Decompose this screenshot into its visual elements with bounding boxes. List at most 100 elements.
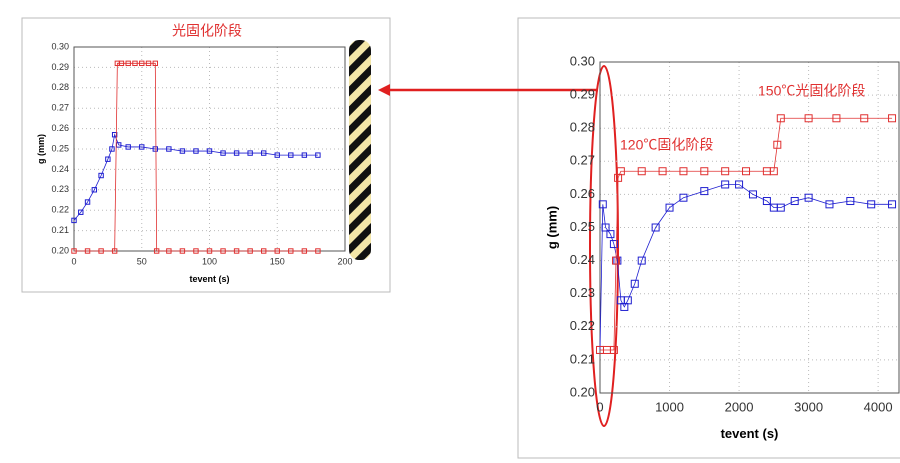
point	[206, 248, 213, 254]
point	[139, 144, 145, 150]
y-tick-label: 0.20	[51, 245, 69, 255]
y-tick-label: 0.28	[51, 82, 69, 92]
point	[609, 240, 618, 249]
highlight-ellipse	[589, 65, 619, 427]
y-tick-label: 0.24	[570, 252, 595, 267]
point	[125, 60, 131, 67]
point	[735, 180, 744, 189]
point	[616, 167, 625, 176]
point	[601, 223, 610, 232]
point	[125, 144, 131, 150]
y-tick-label: 0.24	[51, 164, 69, 174]
point	[274, 152, 280, 158]
y-tick-label: 0.25	[51, 143, 69, 153]
x-tick-label: 2000	[725, 399, 754, 414]
x-tick-label: 0	[71, 256, 76, 266]
point	[71, 248, 77, 254]
right-panel	[517, 17, 900, 459]
point	[700, 167, 709, 176]
point	[118, 60, 125, 67]
point	[776, 114, 785, 123]
y-axis-label: g (mm)	[545, 206, 560, 249]
point	[769, 167, 778, 176]
point	[139, 60, 145, 67]
point	[721, 167, 730, 176]
point	[261, 248, 267, 254]
point	[153, 248, 160, 254]
y-tick-label: 0.23	[51, 184, 69, 194]
series-line	[600, 117, 893, 351]
series-line	[599, 184, 893, 350]
y-tick-label: 0.30	[570, 53, 595, 68]
point	[301, 152, 308, 158]
chart-title: 光固化阶段	[172, 23, 242, 39]
point	[91, 187, 98, 193]
y-tick-label: 0.21	[570, 351, 595, 366]
point	[233, 150, 240, 156]
point	[274, 248, 280, 254]
y-tick-label: 0.21	[51, 225, 69, 235]
x-axis-label: tevent (s)	[189, 274, 229, 284]
point	[145, 60, 152, 67]
x-tick-label: 0	[596, 399, 603, 414]
y-tick-label: 0.25	[570, 219, 595, 234]
point	[109, 146, 115, 152]
plot-frame	[599, 61, 900, 394]
point	[776, 203, 785, 212]
point	[105, 156, 111, 162]
point	[261, 150, 267, 156]
point	[98, 248, 104, 254]
point	[84, 248, 91, 254]
point	[98, 172, 104, 179]
arrow-head	[378, 84, 390, 96]
y-tick-label: 0.27	[570, 153, 595, 168]
point	[860, 114, 869, 123]
y-tick-label: 0.22	[51, 205, 69, 215]
point	[846, 197, 855, 206]
annotation: 120℃固化阶段	[620, 137, 713, 153]
point	[773, 140, 782, 149]
point	[315, 248, 321, 254]
x-tick-label: 3000	[794, 399, 823, 414]
y-tick-label: 0.27	[51, 103, 69, 113]
point	[111, 132, 118, 138]
point	[206, 148, 213, 154]
point	[623, 296, 632, 305]
point	[867, 200, 876, 209]
point	[609, 345, 618, 354]
point	[832, 114, 841, 123]
point	[762, 197, 771, 206]
point	[825, 200, 834, 209]
point	[742, 167, 751, 176]
point	[220, 150, 226, 156]
point	[288, 152, 294, 158]
point	[301, 248, 308, 254]
point	[637, 167, 646, 176]
image-strip	[349, 40, 371, 260]
point	[247, 248, 253, 254]
y-axis-label: g (mm)	[36, 134, 46, 164]
point	[606, 230, 615, 239]
point	[179, 248, 186, 254]
point	[637, 256, 646, 265]
x-tick-label: 100	[202, 256, 217, 266]
point	[888, 114, 897, 123]
y-tick-label: 0.22	[570, 318, 595, 333]
point	[658, 167, 667, 176]
point	[888, 200, 897, 209]
point	[611, 256, 620, 265]
point	[193, 148, 199, 154]
point	[700, 187, 709, 196]
left-panel	[21, 17, 391, 293]
point	[71, 217, 77, 224]
point	[630, 279, 639, 288]
point	[748, 190, 757, 199]
point	[288, 248, 294, 254]
point	[111, 248, 118, 254]
point	[78, 209, 84, 215]
point	[166, 146, 172, 152]
annotation: 150℃光固化阶段	[758, 83, 865, 99]
x-tick-label: 50	[137, 256, 147, 266]
point	[721, 180, 730, 189]
